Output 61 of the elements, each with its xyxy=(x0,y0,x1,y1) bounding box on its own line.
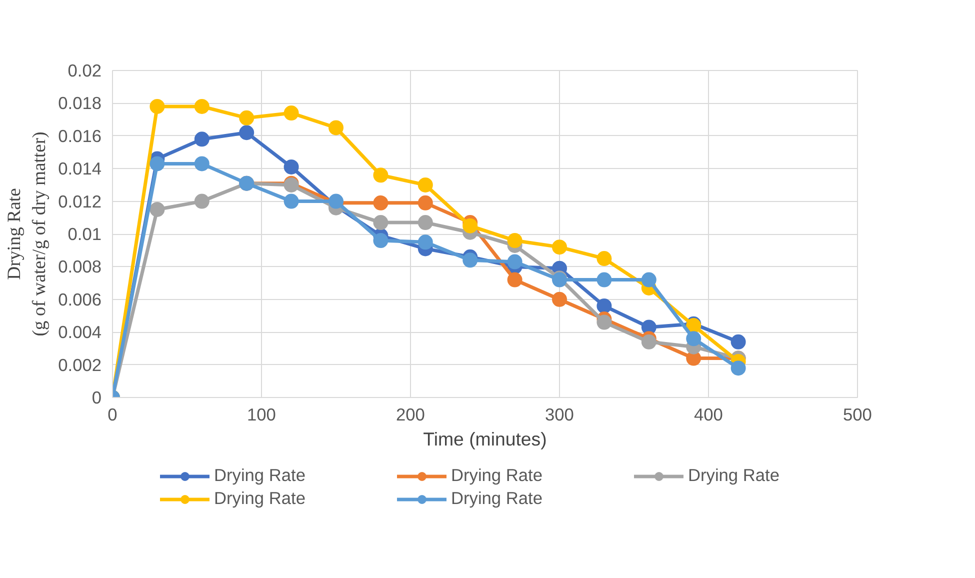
y-axis-title: Drying Rate (g of water/g of dry matter) xyxy=(4,132,50,336)
y-tick-label: 0.006 xyxy=(58,289,102,310)
x-tick-label: 100 xyxy=(247,404,276,424)
point xyxy=(552,240,567,255)
point xyxy=(194,132,210,147)
x-tick-label: 400 xyxy=(694,404,723,424)
point xyxy=(686,331,702,346)
point xyxy=(596,251,612,266)
x-axis-title: Time (minutes) xyxy=(423,428,547,450)
point xyxy=(552,292,567,307)
point xyxy=(373,215,388,230)
point xyxy=(596,272,612,288)
y-tick-label: 0 xyxy=(92,388,102,408)
point xyxy=(150,202,165,217)
point xyxy=(418,215,433,230)
point xyxy=(194,194,210,209)
x-tick-label: 0 xyxy=(108,404,118,424)
y-tick-label: 0.014 xyxy=(58,158,102,179)
point xyxy=(462,218,478,234)
point xyxy=(150,98,165,114)
legend-label: Drying Rate xyxy=(451,465,544,486)
point xyxy=(596,298,612,314)
point xyxy=(462,252,478,268)
legend-label: Drying Rate xyxy=(451,488,544,509)
legend-label: Drying Rate xyxy=(214,488,306,509)
point xyxy=(730,360,746,376)
x-tick-label: 300 xyxy=(545,404,574,424)
y-tick-label: 0.002 xyxy=(58,354,102,375)
point xyxy=(373,195,388,210)
point xyxy=(194,98,210,114)
point xyxy=(284,106,299,120)
point xyxy=(507,272,522,288)
point xyxy=(239,125,254,140)
legend-label: Drying Rate xyxy=(688,465,780,486)
y-tick-label: 0.018 xyxy=(58,93,102,114)
point xyxy=(730,334,746,350)
x-tick-label: 200 xyxy=(396,404,425,424)
point xyxy=(284,159,299,174)
y-tick-label: 0.004 xyxy=(58,322,102,342)
point xyxy=(373,168,388,183)
point xyxy=(418,195,433,210)
point xyxy=(239,110,254,126)
point xyxy=(194,156,210,172)
y-tick-label: 0.01 xyxy=(68,224,102,244)
legend-label: Drying Rate xyxy=(214,465,306,486)
point xyxy=(373,233,388,248)
point xyxy=(507,233,522,248)
point xyxy=(418,234,433,250)
point xyxy=(418,177,433,192)
point xyxy=(641,272,656,288)
point xyxy=(507,254,522,270)
point xyxy=(284,194,299,209)
point xyxy=(641,334,656,350)
point xyxy=(328,120,344,136)
y-tick-label: 0.008 xyxy=(58,256,102,277)
point xyxy=(150,156,165,172)
y-tick-label: 0.012 xyxy=(58,191,102,212)
x-tick-label: 500 xyxy=(843,404,872,424)
y-tick-label: 0.02 xyxy=(68,60,102,80)
y-tick-label: 0.016 xyxy=(58,126,102,146)
point xyxy=(596,314,612,330)
